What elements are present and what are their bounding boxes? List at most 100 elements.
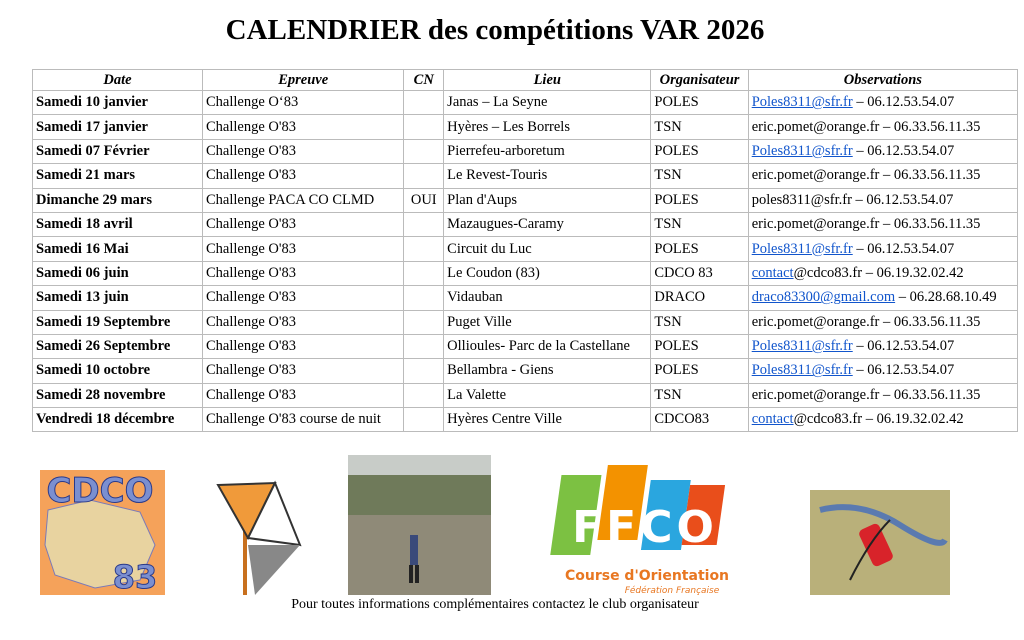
- contact-text: eric.pomet@orange.fr – 06.33.56.11.35: [751, 216, 981, 233]
- event-cell: Challenge O'83 course de nuit: [201, 407, 405, 433]
- table-row: Samedi 19 Septembre Challenge O'83 Puget V…: [32, 309, 1019, 335]
- date-cell: Samedi 10 octobre: [32, 358, 203, 384]
- contact-text: eric.pomet@orange.fr – 06.33.56.11.35: [751, 118, 981, 135]
- contact-text: – 06.12.53.54.07: [852, 94, 955, 111]
- contact-text: eric.pomet@orange.fr – 06.33.56.11.35: [751, 167, 981, 184]
- cn-cell: [403, 114, 445, 140]
- date-cell: Samedi 10 janvier: [32, 89, 203, 116]
- organizer-cell: TSN: [650, 163, 749, 189]
- date-cell: Samedi 18 avril: [32, 211, 203, 238]
- header-row: Date Epreuve CN Lieu Organisateur Observation…: [32, 69, 1019, 91]
- contact-link[interactable]: Poles8311@sfr.fr: [751, 94, 853, 111]
- cn-cell: OUI: [403, 187, 445, 213]
- photo-runner: [348, 455, 491, 595]
- event-cell: Challenge O'83: [201, 236, 405, 262]
- observations-cell: Poles8311@sfr.fr – 06.12.53.54.07: [747, 236, 1019, 262]
- organizer-cell: POLES: [650, 236, 749, 262]
- table-row: Samedi 10 janvier Challenge O‘83 Janas – L…: [32, 89, 1019, 116]
- observations-cell: draco83300@gmail.com – 06.28.68.10.49: [747, 285, 1019, 311]
- organizer-cell: CDCO 83: [650, 260, 749, 287]
- column-header: Epreuve: [201, 69, 405, 91]
- contact-text: eric.pomet@orange.fr – 06.33.56.11.35: [751, 313, 981, 330]
- cn-cell: [403, 407, 445, 433]
- contact-text: – 06.12.53.54.07: [852, 338, 955, 355]
- place-cell: Circuit du Luc: [443, 236, 652, 262]
- place-cell: Ollioules- Parc de la Castellane: [443, 333, 652, 360]
- observations-cell: contact@cdco83.fr – 06.19.32.02.42: [747, 407, 1019, 433]
- place-cell: Le Revest-Touris: [443, 163, 652, 189]
- observations-cell: Poles8311@sfr.fr – 06.12.53.54.07: [747, 358, 1019, 384]
- event-cell: Challenge O'83: [201, 285, 405, 311]
- date-cell: Samedi 21 mars: [32, 163, 203, 189]
- cn-cell: [403, 309, 445, 335]
- contact-text: – 06.12.53.54.07: [852, 362, 955, 379]
- event-cell: Challenge PACA CO CLMD: [201, 187, 405, 213]
- observations-cell: eric.pomet@orange.fr – 06.33.56.11.35: [747, 382, 1019, 409]
- column-header: Organisateur: [650, 69, 749, 91]
- date-cell: Samedi 19 Septembre: [32, 309, 203, 335]
- contact-link[interactable]: Poles8311@sfr.fr: [751, 142, 853, 159]
- column-header: Observations: [747, 69, 1019, 91]
- ffco-line2: Fédération Française: [625, 585, 720, 596]
- contact-link[interactable]: contact: [751, 411, 794, 428]
- cn-cell: [403, 163, 445, 189]
- table-body: Samedi 10 janvier Challenge O‘83 Janas – L…: [32, 89, 1019, 433]
- contact-link[interactable]: Poles8311@sfr.fr: [751, 338, 853, 355]
- table-row: Vendredi 18 décembre Challenge O'83 cours…: [32, 407, 1019, 433]
- contact-text: – 06.28.68.10.49: [895, 289, 997, 306]
- place-cell: Hyères Centre Ville: [443, 407, 652, 433]
- organizer-cell: POLES: [650, 187, 749, 213]
- cn-cell: [403, 89, 445, 116]
- observations-cell: eric.pomet@orange.fr – 06.33.56.11.35: [747, 114, 1019, 140]
- cn-cell: [403, 211, 445, 238]
- place-cell: Pierrefeu-arboretum: [443, 138, 652, 165]
- contact-link[interactable]: Poles8311@sfr.fr: [751, 240, 853, 257]
- observations-cell: eric.pomet@orange.fr – 06.33.56.11.35: [747, 163, 1019, 189]
- observations-cell: Poles8311@sfr.fr – 06.12.53.54.07: [747, 138, 1019, 165]
- table-row: Samedi 10 octobre Challenge O'83 Bellambra…: [32, 358, 1019, 384]
- observations-cell: eric.pomet@orange.fr – 06.33.56.11.35: [747, 309, 1019, 335]
- contact-text: @cdco83.fr – 06.19.32.02.42: [793, 264, 964, 281]
- place-cell: Vidauban: [443, 285, 652, 311]
- organizer-cell: POLES: [650, 358, 749, 384]
- event-cell: Challenge O'83: [201, 309, 405, 335]
- contact-link[interactable]: draco83300@gmail.com: [751, 289, 896, 306]
- place-cell: Le Coudon (83): [443, 260, 652, 287]
- observations-cell: poles8311@sfr.fr – 06.12.53.54.07: [747, 187, 1019, 213]
- contact-link[interactable]: Poles8311@sfr.fr: [751, 362, 853, 379]
- date-cell: Dimanche 29 mars: [32, 187, 203, 213]
- event-cell: Challenge O'83: [201, 358, 405, 384]
- place-cell: Janas – La Seyne: [443, 89, 652, 116]
- date-cell: Vendredi 18 décembre: [32, 407, 203, 433]
- table-row: Samedi 16 Mai Challenge O'83 Circuit du Lu…: [32, 236, 1019, 262]
- table-row: Samedi 06 juin Challenge O'83 Le Coudon (8…: [32, 260, 1019, 287]
- observations-cell: contact@cdco83.fr – 06.19.32.02.42: [747, 260, 1019, 287]
- cdco-text: CDCO: [46, 471, 153, 511]
- place-cell: La Valette: [443, 382, 652, 409]
- cn-cell: [403, 138, 445, 165]
- observations-cell: Poles8311@sfr.fr – 06.12.53.54.07: [747, 333, 1019, 360]
- cn-cell: [403, 260, 445, 287]
- contact-text: @cdco83.fr – 06.19.32.02.42: [793, 411, 964, 428]
- place-cell: Mazaugues-Caramy: [443, 211, 652, 238]
- footer-note: Pour toutes informations complémentaires…: [291, 597, 699, 612]
- ffco-line1: Course d'Orientation: [565, 568, 729, 584]
- event-cell: Challenge O'83: [201, 114, 405, 140]
- place-cell: Puget Ville: [443, 309, 652, 335]
- table-row: Dimanche 29 mars Challenge PACA CO CLMD OU…: [32, 187, 1019, 213]
- contact-link[interactable]: contact: [751, 264, 794, 281]
- table-row: Samedi 21 mars Challenge O'83 Le Revest-To…: [32, 163, 1019, 189]
- event-cell: Challenge O'83: [201, 382, 405, 409]
- organizer-cell: CDCO83: [650, 407, 749, 433]
- date-cell: Samedi 13 juin: [32, 285, 203, 311]
- organizer-cell: DRACO: [650, 285, 749, 311]
- table-row: Samedi 18 avril Challenge O'83 Mazaugues-C…: [32, 211, 1019, 238]
- organizer-cell: POLES: [650, 333, 749, 360]
- organizer-cell: POLES: [650, 89, 749, 116]
- contact-text: – 06.12.53.54.07: [852, 240, 955, 257]
- date-cell: Samedi 26 Septembre: [32, 333, 203, 360]
- calendar-table: Date Epreuve CN Lieu Organisateur Observation…: [32, 69, 1019, 433]
- column-header: CN: [403, 69, 445, 91]
- contact-text: poles8311@sfr.fr – 06.12.53.54.07: [751, 191, 954, 208]
- ffco-logo: FFCO Course d'Orientation Fédération Fra…: [550, 465, 729, 596]
